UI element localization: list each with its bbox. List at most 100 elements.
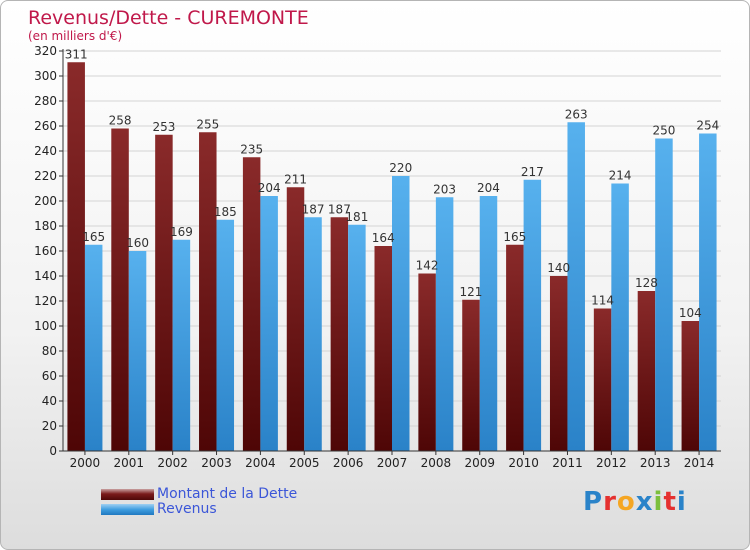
data-label: 142 xyxy=(416,259,439,273)
data-label: 263 xyxy=(565,107,588,121)
data-label: 187 xyxy=(302,202,325,216)
logo-letter: P xyxy=(583,487,604,517)
logo-letter: o xyxy=(616,487,636,517)
y-tick-label: 0 xyxy=(49,444,57,458)
legend-swatch-revenus xyxy=(101,504,154,515)
data-label: 250 xyxy=(652,124,675,138)
data-label: 164 xyxy=(372,231,395,245)
data-label: 311 xyxy=(65,47,88,61)
bar-dette xyxy=(549,276,568,451)
data-label: 160 xyxy=(126,236,149,250)
data-label: 165 xyxy=(503,230,526,244)
x-tick-label: 2008 xyxy=(421,456,452,470)
data-label: 211 xyxy=(284,172,307,186)
y-tick-label: 260 xyxy=(34,119,57,133)
data-label: 165 xyxy=(82,230,105,244)
bar-revenus xyxy=(84,244,103,451)
bar-dette xyxy=(506,244,524,451)
data-label: 114 xyxy=(591,294,614,308)
bar-revenus xyxy=(260,196,278,451)
y-tick-label: 20 xyxy=(42,419,57,433)
logo-letter: t xyxy=(663,487,677,517)
data-label: 181 xyxy=(345,210,368,224)
x-tick-label: 2006 xyxy=(333,456,364,470)
bar-revenus xyxy=(392,176,410,451)
data-label: 128 xyxy=(635,276,658,290)
bar-dette xyxy=(111,128,129,451)
y-tick-label: 140 xyxy=(34,269,57,283)
proxiti-logo: Proxiti xyxy=(583,487,687,517)
bar-dette xyxy=(242,157,261,451)
data-label: 121 xyxy=(460,285,483,299)
x-tick-label: 2007 xyxy=(377,456,408,470)
bar-dette xyxy=(418,273,436,451)
y-tick-label: 80 xyxy=(42,344,57,358)
bar-dette xyxy=(637,291,656,451)
bar-revenus xyxy=(128,251,147,451)
data-label: 217 xyxy=(521,165,544,179)
y-tick-label: 220 xyxy=(34,169,57,183)
x-tick-label: 2014 xyxy=(684,456,715,470)
bar-revenus xyxy=(348,224,366,451)
logo-letter: i xyxy=(653,487,664,517)
bar-revenus xyxy=(172,239,191,451)
x-tick-label: 2009 xyxy=(464,456,495,470)
data-label: 220 xyxy=(389,161,412,175)
bar-dette xyxy=(286,187,305,451)
x-tick-label: 2002 xyxy=(157,456,188,470)
x-tick-label: 2000 xyxy=(70,456,101,470)
legend-label-dette: Montant de la Dette xyxy=(157,486,298,502)
bar-revenus xyxy=(479,196,498,451)
data-label: 214 xyxy=(609,169,632,183)
logo-letter: x xyxy=(635,487,654,517)
y-tick-label: 200 xyxy=(34,194,57,208)
y-tick-label: 180 xyxy=(34,219,57,233)
x-tick-label: 2010 xyxy=(508,456,539,470)
bar-revenus xyxy=(216,219,235,451)
chart-title: Revenus/Dette - CUREMONTE xyxy=(28,7,309,29)
y-tick-label: 240 xyxy=(34,144,57,158)
y-tick-label: 120 xyxy=(34,294,57,308)
bar-revenus xyxy=(567,122,585,451)
chart-subtitle: (en milliers d'€) xyxy=(28,29,123,43)
x-tick-label: 2001 xyxy=(114,456,145,470)
bar-revenus xyxy=(699,133,717,451)
logo-letter: r xyxy=(603,487,617,517)
bar-revenus xyxy=(655,138,673,451)
logo-letter: i xyxy=(676,487,687,517)
x-tick-label: 2012 xyxy=(596,456,627,470)
y-tick-label: 60 xyxy=(42,369,57,383)
y-tick-label: 300 xyxy=(34,69,57,83)
x-tick-label: 2005 xyxy=(289,456,320,470)
bar-dette xyxy=(374,246,392,451)
bar-dette xyxy=(681,321,700,451)
legend-swatch-dette xyxy=(101,489,154,500)
data-label: 140 xyxy=(547,261,570,275)
data-label: 169 xyxy=(170,225,193,239)
data-label: 254 xyxy=(696,119,719,133)
bar-dette xyxy=(462,299,480,451)
data-label: 203 xyxy=(433,182,456,196)
bar-dette xyxy=(593,308,612,451)
data-label: 204 xyxy=(477,181,500,195)
data-label: 204 xyxy=(258,181,281,195)
bar-revenus xyxy=(304,217,322,451)
data-label: 258 xyxy=(109,114,132,128)
x-tick-label: 2003 xyxy=(201,456,232,470)
y-tick-label: 280 xyxy=(34,94,57,108)
y-tick-label: 40 xyxy=(42,394,57,408)
bar-revenus xyxy=(523,179,542,451)
bar-revenus xyxy=(435,197,454,451)
legend-label-revenus: Revenus xyxy=(157,501,217,517)
y-tick-label: 100 xyxy=(34,319,57,333)
bar-dette xyxy=(155,134,173,451)
data-label: 255 xyxy=(196,117,219,131)
data-label: 235 xyxy=(240,142,263,156)
data-label: 104 xyxy=(679,306,702,320)
bar-dette xyxy=(330,217,349,451)
bar-dette xyxy=(199,132,217,451)
y-tick-label: 160 xyxy=(34,244,57,258)
data-label: 187 xyxy=(328,202,351,216)
data-label: 185 xyxy=(214,205,237,219)
